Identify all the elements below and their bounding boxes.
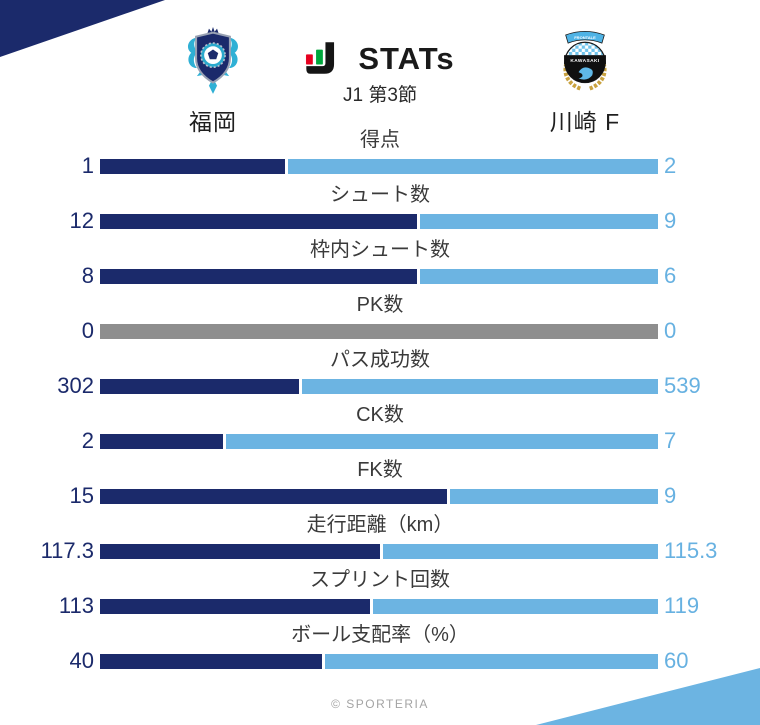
- stat-bar-line: 117.3 115.3: [0, 540, 760, 562]
- home-value: 40: [69, 648, 94, 673]
- stat-label: シュート数: [330, 184, 430, 206]
- stat-label: 走行距離（km）: [306, 514, 454, 536]
- neutral-bar: [100, 323, 658, 339]
- away-bar: [420, 268, 658, 284]
- avispa-fukuoka-crest-icon: [188, 26, 238, 94]
- home-value: 1: [81, 153, 94, 178]
- match-round: J1 第3節: [343, 85, 417, 106]
- home-bar: [100, 378, 299, 394]
- away-value: 9: [664, 208, 677, 233]
- away-value: 2: [664, 153, 677, 178]
- home-value: 8: [81, 263, 94, 288]
- svg-text:KAWASAKI: KAWASAKI: [570, 58, 599, 64]
- credit-text: © SPORTERIA: [331, 697, 429, 711]
- home-team-header: 福岡: [133, 26, 293, 137]
- away-bar: [288, 158, 658, 174]
- away-value: 0: [664, 318, 677, 343]
- bar-track: [100, 433, 658, 449]
- stat-bar-line: 113 119: [0, 595, 760, 617]
- bar-track: [100, 488, 658, 504]
- stat-label: 得点: [360, 129, 400, 151]
- stat-row: 得点 1 2: [0, 128, 760, 183]
- stat-label: CK数: [356, 404, 404, 426]
- stat-bar-line: 15 9: [0, 485, 760, 507]
- away-value: 60: [664, 648, 689, 673]
- away-value: 7: [664, 428, 677, 453]
- bar-track: [100, 323, 658, 339]
- away-value: 539: [664, 373, 701, 398]
- away-bar: [302, 378, 658, 394]
- home-team-name: 福岡: [189, 109, 237, 135]
- stat-label: 枠内シュート数: [310, 239, 450, 261]
- stats-list: 得点 1 2 シュート数 12 9 枠内シュート数 8 6 PK数 0 0 パス成功数 302 539 CK数…: [0, 128, 760, 678]
- home-value: 0: [81, 318, 94, 343]
- stat-bar-line: 12 9: [0, 210, 760, 232]
- home-bar: [100, 598, 370, 614]
- bar-track: [100, 653, 658, 669]
- stat-label: パス成功数: [330, 349, 430, 371]
- stat-label: ボール支配率（%）: [291, 624, 469, 646]
- away-value: 9: [664, 483, 677, 508]
- bar-track: [100, 543, 658, 559]
- away-bar: [420, 213, 658, 229]
- home-bar: [100, 213, 417, 229]
- jstats-logo-icon: [305, 42, 335, 74]
- home-value: 113: [58, 593, 94, 618]
- home-bar: [100, 158, 285, 174]
- stat-bar-line: 40 60: [0, 650, 760, 672]
- stat-row: CK数 2 7: [0, 403, 760, 458]
- stat-row: 枠内シュート数 8 6: [0, 238, 760, 293]
- logo-text: STATs: [358, 41, 455, 76]
- home-value: 15: [69, 483, 94, 508]
- stat-row: PK数 0 0: [0, 293, 760, 348]
- away-team-name: 川崎 F: [549, 109, 621, 135]
- home-bar: [100, 268, 417, 284]
- home-bar: [100, 488, 447, 504]
- stat-label: スプリント回数: [310, 569, 450, 591]
- stat-label: PK数: [356, 294, 404, 316]
- stat-row: パス成功数 302 539: [0, 348, 760, 403]
- stat-row: FK数 15 9: [0, 458, 760, 513]
- stat-row: ボール支配率（%） 40 60: [0, 623, 760, 678]
- svg-text:FRONTALE: FRONTALE: [574, 35, 596, 40]
- bar-track: [100, 598, 658, 614]
- bar-track: [100, 268, 658, 284]
- home-bar: [100, 433, 223, 449]
- bar-track: [100, 213, 658, 229]
- away-bar: [383, 543, 658, 559]
- kawasaki-frontale-crest-icon: KAWASAKI FRONTALE: [563, 31, 607, 91]
- away-value: 119: [664, 593, 700, 618]
- home-value: 117.3: [40, 538, 94, 563]
- stat-label: FK数: [357, 459, 403, 481]
- home-bar: [100, 543, 380, 559]
- home-bar: [100, 653, 322, 669]
- away-bar: [325, 653, 658, 669]
- stat-row: 走行距離（km） 117.3 115.3: [0, 513, 760, 568]
- stat-row: シュート数 12 9: [0, 183, 760, 238]
- home-value: 302: [57, 373, 94, 398]
- stat-row: スプリント回数 113 119: [0, 568, 760, 623]
- home-value: 2: [81, 428, 94, 453]
- stat-bar-line: 302 539: [0, 375, 760, 397]
- away-bar: [373, 598, 658, 614]
- away-bar: [450, 488, 658, 504]
- home-value: 12: [69, 208, 94, 233]
- bar-track: [100, 378, 658, 394]
- away-value: 6: [664, 263, 677, 288]
- away-bar: [226, 433, 658, 449]
- bar-track: [100, 158, 658, 174]
- away-team-header: KAWASAKI FRONTALE 川崎 F: [505, 26, 665, 137]
- away-value: 115.3: [664, 538, 718, 563]
- jstats-logo: STATs: [305, 41, 454, 76]
